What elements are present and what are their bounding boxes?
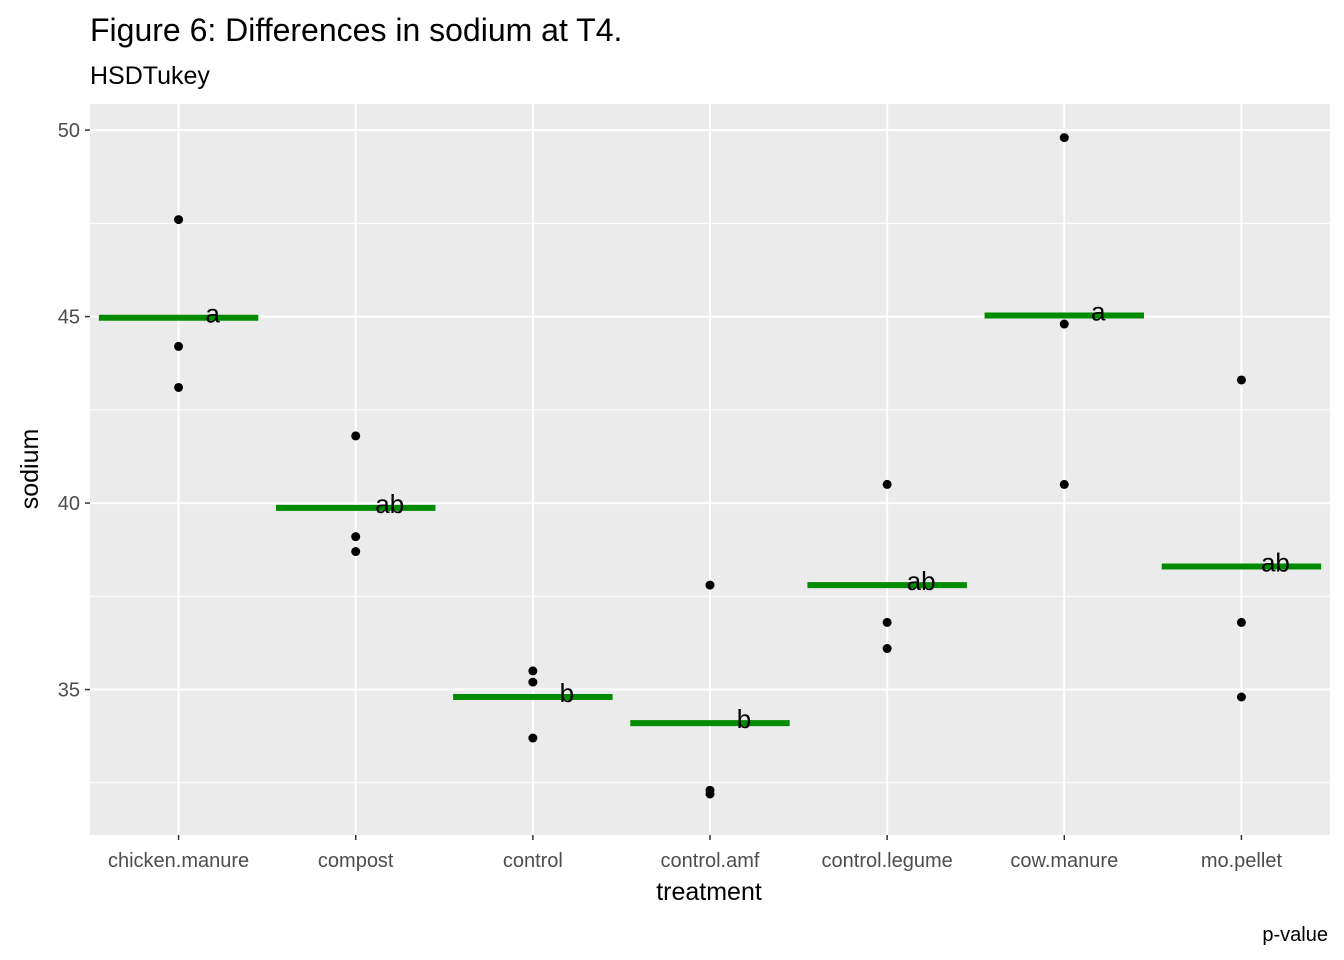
y-tick-label: 45 (58, 307, 80, 329)
group-label: a (205, 299, 220, 329)
x-axis-ticks: chicken.manure compost control control.amf c… (108, 835, 1282, 872)
x-tick-label: cow.manure (1010, 850, 1118, 872)
grid-lines (90, 104, 1330, 835)
data-point (351, 431, 361, 441)
data-point (351, 532, 361, 542)
data-point (1236, 617, 1246, 627)
data-point (1059, 479, 1069, 489)
group-labels: a ab b b ab a ab (205, 296, 1290, 734)
group-label: b (737, 704, 751, 734)
data-point (882, 644, 892, 654)
x-tick-label: compost (318, 850, 394, 872)
x-tick-label: chicken.manure (108, 850, 249, 872)
y-tick-label: 35 (58, 680, 80, 702)
data-point (705, 580, 715, 590)
group-label: ab (907, 566, 936, 596)
data-points (174, 133, 1246, 799)
y-tick-label: 50 (58, 120, 80, 142)
data-point (174, 341, 184, 351)
data-point (528, 677, 538, 687)
x-tick-label: control.amf (661, 850, 760, 872)
y-tick-label: 40 (58, 493, 80, 515)
x-tick-label: control (503, 850, 563, 872)
data-point (174, 215, 184, 225)
x-axis-label: treatment (656, 878, 762, 906)
y-axis-ticks: 35 40 45 50 (58, 120, 90, 702)
data-point (174, 382, 184, 392)
data-point (1059, 319, 1069, 329)
data-point (351, 547, 361, 557)
data-point (528, 666, 538, 676)
data-point (882, 479, 892, 489)
data-point (528, 733, 538, 743)
group-label: a (1091, 296, 1106, 326)
x-tick-label: control.legume (822, 850, 953, 872)
chart-subtitle: HSDTukey (90, 62, 210, 90)
data-point (705, 789, 715, 799)
data-point (882, 617, 892, 627)
mean-lines (98, 312, 1322, 727)
y-axis-label: sodium (16, 429, 44, 510)
group-label: ab (375, 489, 404, 519)
x-tick-label: mo.pellet (1201, 850, 1283, 872)
data-point (1059, 133, 1069, 143)
caption: p-value (1262, 924, 1328, 946)
chart-title: Figure 6: Differences in sodium at T4. (90, 12, 622, 48)
group-label: b (560, 678, 574, 708)
group-label: ab (1261, 547, 1290, 577)
data-point (1236, 375, 1246, 385)
data-point (1236, 692, 1246, 702)
